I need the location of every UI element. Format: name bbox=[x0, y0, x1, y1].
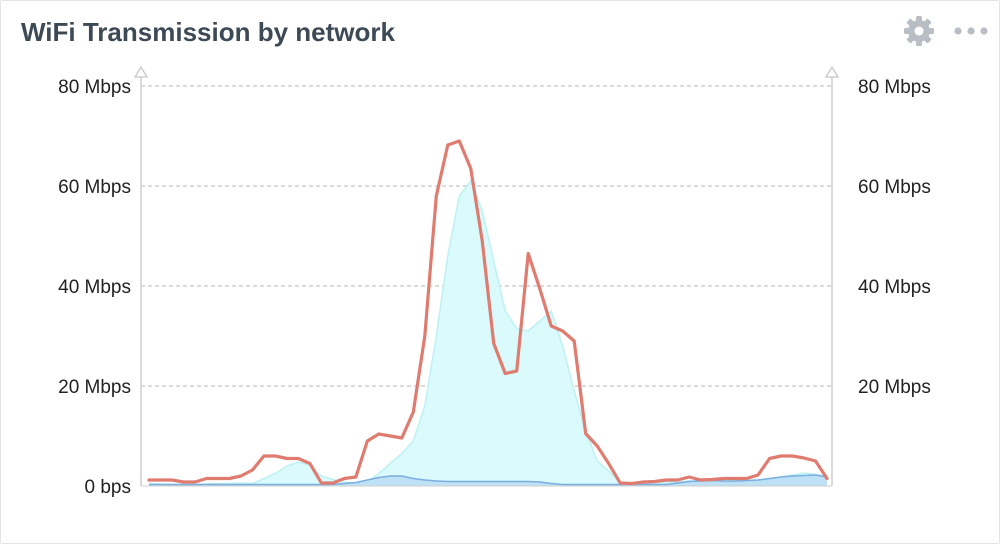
left-tick-label: 40 Mbps bbox=[58, 277, 131, 298]
axes bbox=[133, 65, 840, 487]
left-tick-label: 20 Mbps bbox=[58, 377, 131, 398]
right-tick-label: 40 Mbps bbox=[858, 277, 931, 298]
left-axis-arrow bbox=[133, 65, 149, 78]
gear-icon[interactable] bbox=[902, 14, 936, 48]
left-tick-label: 80 Mbps bbox=[58, 77, 131, 98]
more-dots-icon[interactable] bbox=[951, 23, 991, 39]
right-tick-label: 80 Mbps bbox=[858, 77, 931, 98]
right-axis-arrow bbox=[824, 65, 840, 78]
left-tick-label: 60 Mbps bbox=[58, 177, 131, 198]
widget-title: WiFi Transmission by network bbox=[21, 17, 395, 47]
series-layer bbox=[147, 139, 829, 486]
right-tick-label: 60 Mbps bbox=[858, 177, 931, 198]
series-line bbox=[147, 139, 829, 486]
tick-labels: 0 bps 20 Mbps 40 Mbps 60 Mbps 80 Mbps 20 Mbps… bbox=[58, 77, 931, 498]
right-tick-label: 20 Mbps bbox=[858, 377, 931, 398]
left-tick-label: 0 bps bbox=[85, 477, 131, 498]
series-area-fill bbox=[149, 181, 827, 486]
